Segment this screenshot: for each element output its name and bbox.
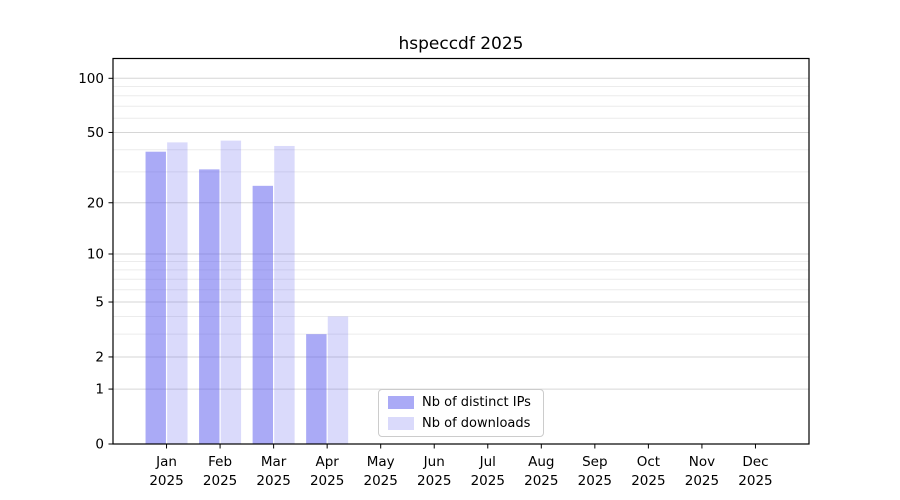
bar [306, 334, 327, 444]
x-tick-label-month: Feb [208, 454, 232, 470]
x-tick-label-year: 2025 [471, 473, 505, 489]
x-tick-label-year: 2025 [685, 473, 719, 489]
y-tick-label: 20 [87, 195, 104, 211]
x-tick-label-month: Apr [315, 454, 339, 470]
bar [252, 185, 274, 444]
plot-border [112, 57, 810, 445]
bar [327, 316, 349, 444]
x-tick-label-month: Mar [261, 454, 287, 470]
distinct-ips-swatch [388, 396, 414, 410]
bar [220, 140, 242, 444]
y-tick-label: 10 [87, 246, 104, 262]
downloads-swatch [388, 416, 414, 430]
y-tick-label: 100 [78, 71, 104, 87]
x-tick-label-year: 2025 [631, 473, 665, 489]
y-tick-label: 1 [95, 382, 104, 398]
legend-label-distinct-ips: Nb of distinct IPs [422, 395, 531, 411]
x-tick-label-month: Sep [582, 454, 607, 470]
legend: Nb of distinct IPs Nb of downloads [378, 389, 544, 437]
x-tick-label-year: 2025 [417, 473, 451, 489]
x-tick-label-month: Oct [637, 454, 660, 470]
legend-item-distinct-ips: Nb of distinct IPs [388, 395, 543, 410]
legend-item-downloads: Nb of downloads [388, 416, 543, 431]
x-tick-label-month: May [367, 454, 395, 470]
x-tick-label-month: Nov [689, 454, 715, 470]
bar [199, 169, 220, 444]
x-tick-label-year: 2025 [149, 473, 183, 489]
chart-title: hspeccdf 2025 [398, 34, 524, 54]
x-tick-label-year: 2025 [256, 473, 290, 489]
x-tick-label-month: Aug [528, 454, 554, 470]
bar [274, 145, 295, 445]
bar [167, 142, 188, 445]
x-tick-label-month: Dec [742, 454, 768, 470]
x-tick-label-month: Jul [479, 454, 496, 470]
x-tick-label-year: 2025 [364, 473, 398, 489]
legend-label-downloads: Nb of downloads [422, 415, 531, 431]
y-tick-label: 5 [95, 295, 104, 311]
x-tick-label-year: 2025 [738, 473, 772, 489]
x-tick-label-month: Jun [423, 454, 445, 470]
x-tick-label-year: 2025 [310, 473, 344, 489]
y-tick-label: 50 [87, 125, 104, 141]
x-tick-label-month: Jan [155, 454, 177, 470]
x-tick-label-year: 2025 [524, 473, 558, 489]
y-tick-label: 0 [95, 437, 104, 453]
bar [145, 151, 166, 444]
y-tick-label: 2 [95, 349, 104, 365]
x-tick-label-year: 2025 [578, 473, 612, 489]
x-tick-label-year: 2025 [203, 473, 237, 489]
